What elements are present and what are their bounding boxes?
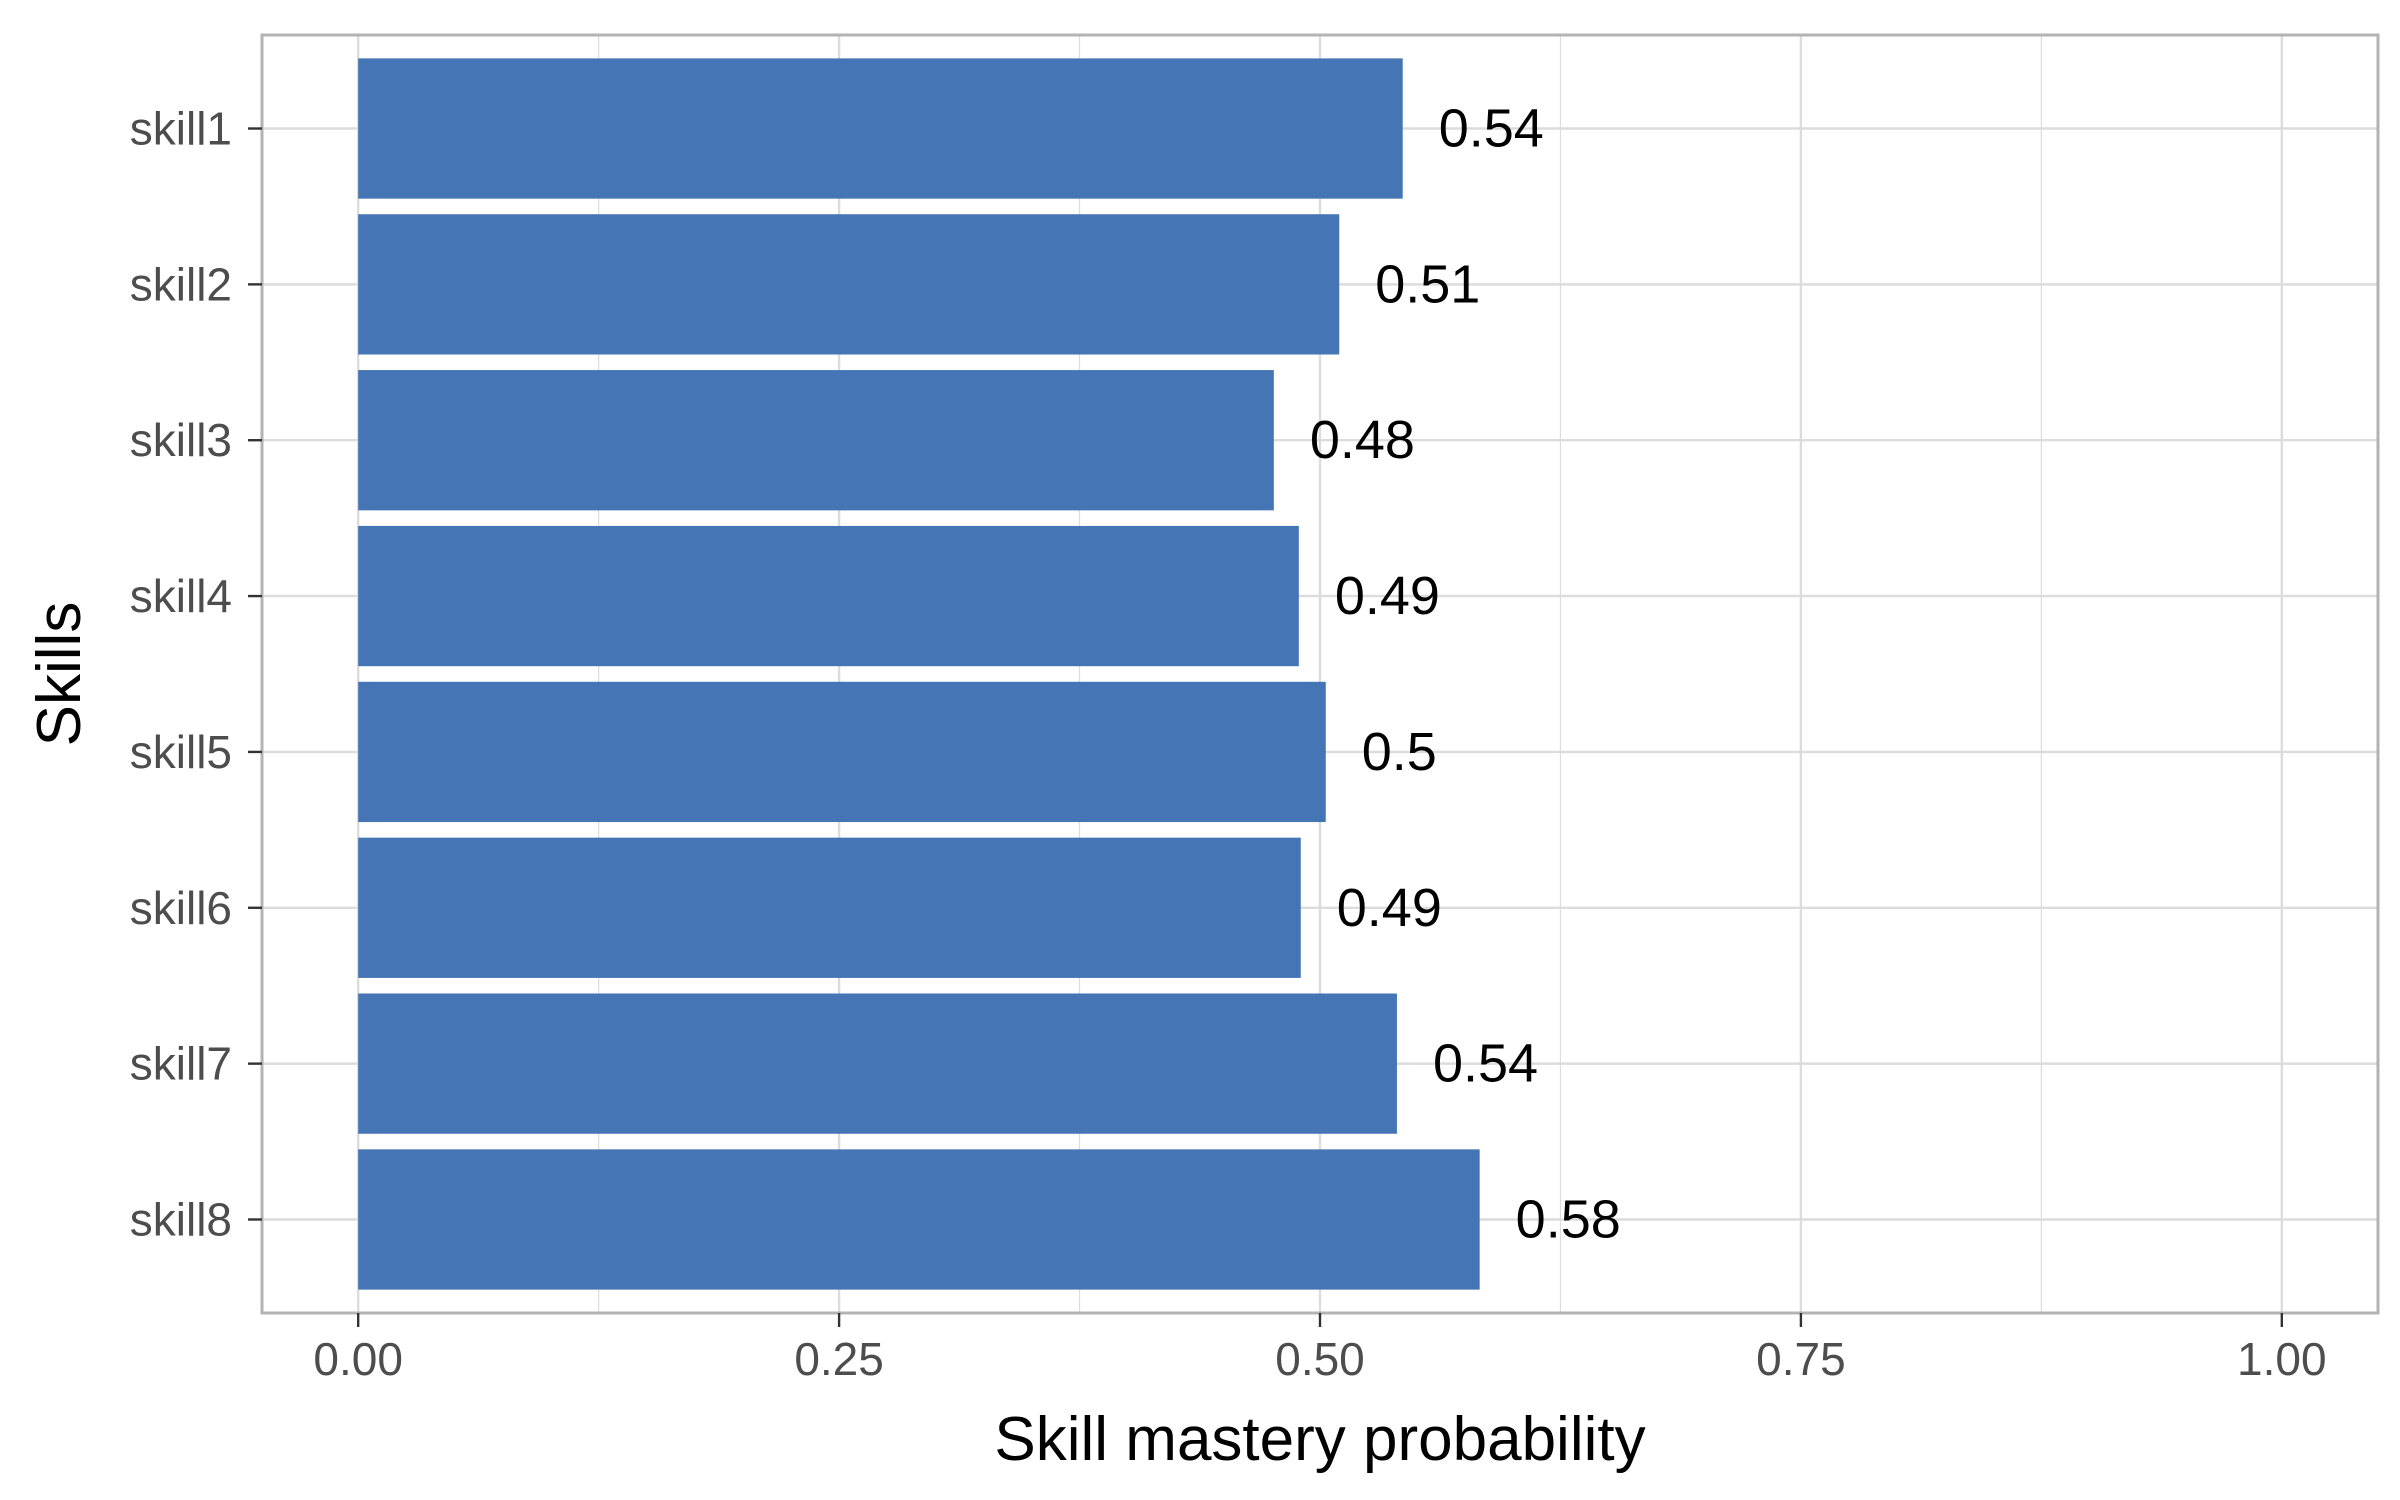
bar-skill3: [358, 370, 1274, 511]
y-tick-label-skill7: skill7: [130, 1038, 232, 1090]
data-label-skill4: 0.49: [1335, 566, 1440, 626]
y-tick-label-skill1: skill1: [130, 103, 232, 155]
x-tick-label: 1.00: [2237, 1333, 2327, 1385]
bar-skill7: [358, 993, 1397, 1134]
data-label-skill6: 0.49: [1337, 878, 1442, 938]
x-axis-ticks: 0.00 0.25 0.50 0.75 1.00: [313, 1313, 2327, 1385]
bar-skill1: [358, 58, 1403, 199]
bar-skill8: [358, 1149, 1480, 1290]
data-labels: 0.54 0.51 0.48 0.49 0.5 0.49 0.54 0.58: [1310, 99, 1621, 1250]
y-tick-label-skill8: skill8: [130, 1193, 232, 1245]
x-tick-label: 0.25: [794, 1333, 884, 1385]
data-label-skill8: 0.58: [1516, 1189, 1621, 1249]
y-axis-title: Skills: [25, 602, 94, 747]
bar-skill5: [358, 681, 1326, 823]
bar-skill6: [358, 837, 1301, 978]
bars: [358, 58, 1480, 1290]
data-label-skill2: 0.51: [1375, 254, 1480, 314]
x-tick-label: 0.75: [1756, 1333, 1846, 1385]
bar-skill2: [358, 214, 1340, 355]
data-label-skill1: 0.54: [1439, 99, 1544, 159]
y-tick-label-skill3: skill3: [130, 414, 232, 466]
y-tick-label-skill6: skill6: [130, 882, 232, 934]
x-tick-label: 0.00: [313, 1333, 403, 1385]
x-axis-title: Skill mastery probability: [994, 1405, 1645, 1474]
data-label-skill5: 0.5: [1362, 722, 1437, 782]
y-tick-label-skill5: skill5: [130, 726, 232, 778]
y-axis-ticks: skill1 skill2 skill3 skill4 skill5 skill6 skil…: [130, 103, 262, 1245]
data-label-skill7: 0.54: [1433, 1034, 1538, 1094]
data-label-skill3: 0.48: [1310, 410, 1415, 470]
x-tick-label: 0.50: [1275, 1333, 1365, 1385]
bar-skill4: [358, 525, 1299, 667]
y-tick-label-skill2: skill2: [130, 258, 232, 310]
y-tick-label-skill4: skill4: [130, 570, 232, 622]
